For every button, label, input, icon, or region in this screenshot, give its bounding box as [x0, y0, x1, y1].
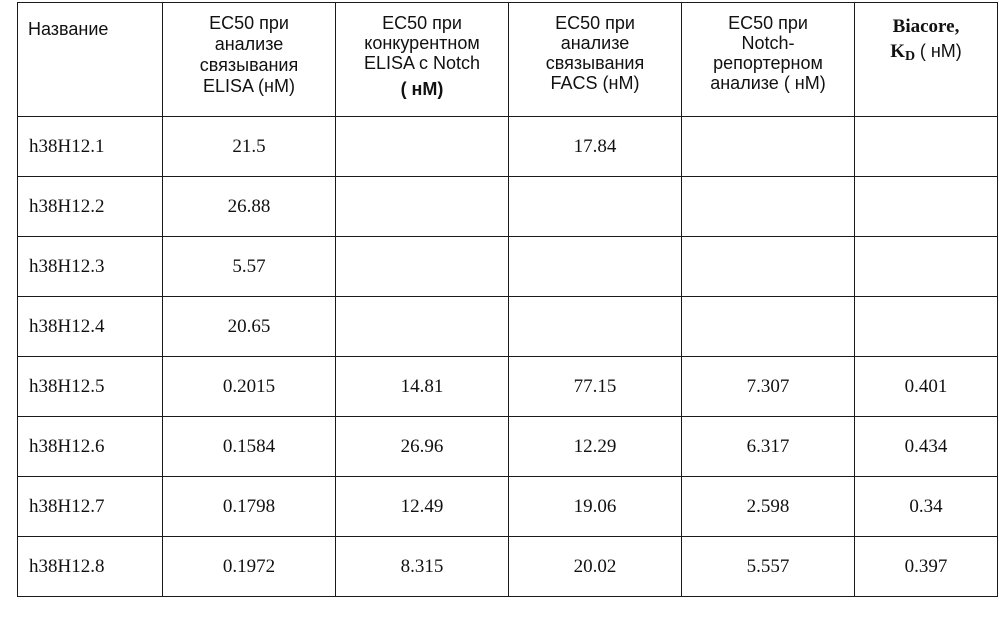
- header-elisa-line-4: ELISA (нМ): [163, 76, 335, 97]
- table-row: h38H12.70.179812.4919.062.5980.34: [18, 477, 998, 537]
- cell-notch: [682, 117, 855, 177]
- cell-name: h38H12.6: [18, 417, 163, 477]
- cell-elisa: 0.1972: [163, 537, 336, 597]
- header-biacore: Biacore, KD ( нМ): [855, 3, 998, 117]
- cell-competitive: 12.49: [336, 477, 509, 537]
- table-row: h38H12.35.57: [18, 237, 998, 297]
- header-row: Название EC50 при анализе связывания ELI…: [18, 3, 998, 117]
- cell-facs: 17.84: [509, 117, 682, 177]
- table-row: h38H12.80.19728.31520.025.5570.397: [18, 537, 998, 597]
- cell-biacore: 0.397: [855, 537, 998, 597]
- cell-notch: [682, 297, 855, 357]
- cell-name: h38H12.4: [18, 297, 163, 357]
- header-biacore-unit: ( нМ): [920, 41, 962, 61]
- cell-biacore: 0.34: [855, 477, 998, 537]
- header-biacore-title: Biacore,: [855, 15, 997, 39]
- cell-facs: [509, 237, 682, 297]
- header-facs-line-3: связывания: [509, 53, 681, 73]
- cell-competitive: 8.315: [336, 537, 509, 597]
- header-elisa-line-3: связывания: [163, 55, 335, 76]
- cell-facs: [509, 297, 682, 357]
- cell-name: h38H12.8: [18, 537, 163, 597]
- cell-facs: [509, 177, 682, 237]
- header-name: Название: [18, 3, 163, 117]
- cell-name: h38H12.3: [18, 237, 163, 297]
- table-body: h38H12.121.517.84h38H12.226.88h38H12.35.…: [18, 117, 998, 597]
- header-competitive-line-1: EC50 при: [336, 13, 508, 33]
- cell-biacore: 0.401: [855, 357, 998, 417]
- table-row: h38H12.50.201514.8177.157.3070.401: [18, 357, 998, 417]
- cell-elisa: 21.5: [163, 117, 336, 177]
- cell-competitive: [336, 117, 509, 177]
- ec50-results-table: Название EC50 при анализе связывания ELI…: [17, 2, 998, 597]
- header-notch: EC50 при Notch- репортерном анализе ( нМ…: [682, 3, 855, 117]
- header-competitive-line-2: конкурентном: [336, 33, 508, 53]
- cell-biacore: 0.434: [855, 417, 998, 477]
- cell-facs: 19.06: [509, 477, 682, 537]
- header-competitive: EC50 при конкурентном ELISA с Notch ( нМ…: [336, 3, 509, 117]
- header-biacore-sub: D: [905, 49, 915, 64]
- cell-elisa: 0.1798: [163, 477, 336, 537]
- cell-biacore: [855, 297, 998, 357]
- cell-name: h38H12.2: [18, 177, 163, 237]
- header-notch-line-3: репортерном: [682, 53, 854, 73]
- cell-name: h38H12.5: [18, 357, 163, 417]
- cell-biacore: [855, 177, 998, 237]
- header-notch-line-4: анализе ( нМ): [682, 73, 854, 93]
- header-elisa-line-2: анализе: [163, 34, 335, 55]
- cell-elisa: 5.57: [163, 237, 336, 297]
- cell-notch: 2.598: [682, 477, 855, 537]
- cell-elisa: 0.1584: [163, 417, 336, 477]
- cell-elisa: 26.88: [163, 177, 336, 237]
- header-notch-line-1: EC50 при: [682, 13, 854, 33]
- header-competitive-unit: ( нМ): [336, 79, 508, 99]
- cell-biacore: [855, 237, 998, 297]
- table-row: h38H12.60.158426.9612.296.3170.434: [18, 417, 998, 477]
- header-elisa-line-1: EC50 при: [163, 13, 335, 34]
- cell-biacore: [855, 117, 998, 177]
- table-row: h38H12.121.5 17.84: [18, 117, 998, 177]
- cell-elisa: 0.2015: [163, 357, 336, 417]
- cell-competitive: [336, 177, 509, 237]
- header-facs-line-4: FACS (нМ): [509, 73, 681, 93]
- table-header: Название EC50 при анализе связывания ELI…: [18, 3, 998, 117]
- cell-competitive: 14.81: [336, 357, 509, 417]
- header-notch-line-2: Notch-: [682, 33, 854, 53]
- cell-facs: 12.29: [509, 417, 682, 477]
- header-name-label: Название: [28, 19, 108, 39]
- header-facs: EC50 при анализе связывания FACS (нМ): [509, 3, 682, 117]
- header-facs-line-2: анализе: [509, 33, 681, 53]
- cell-facs: 77.15: [509, 357, 682, 417]
- header-competitive-line-3: ELISA с Notch: [336, 53, 508, 73]
- cell-notch: 6.317: [682, 417, 855, 477]
- cell-competitive: 26.96: [336, 417, 509, 477]
- cell-name: h38H12.1: [18, 117, 163, 177]
- header-facs-line-1: EC50 при: [509, 13, 681, 33]
- results-table-container: Название EC50 при анализе связывания ELI…: [17, 2, 998, 597]
- cell-notch: [682, 237, 855, 297]
- cell-notch: [682, 177, 855, 237]
- table-row: h38H12.420.65: [18, 297, 998, 357]
- cell-facs: 20.02: [509, 537, 682, 597]
- cell-notch: 5.557: [682, 537, 855, 597]
- table-row: h38H12.226.88: [18, 177, 998, 237]
- header-biacore-kd: KD ( нМ): [855, 39, 997, 69]
- header-biacore-k: K: [890, 41, 905, 62]
- cell-notch: 7.307: [682, 357, 855, 417]
- cell-name: h38H12.7: [18, 477, 163, 537]
- cell-competitive: [336, 297, 509, 357]
- header-elisa: EC50 при анализе связывания ELISA (нМ): [163, 3, 336, 117]
- cell-elisa: 20.65: [163, 297, 336, 357]
- cell-competitive: [336, 237, 509, 297]
